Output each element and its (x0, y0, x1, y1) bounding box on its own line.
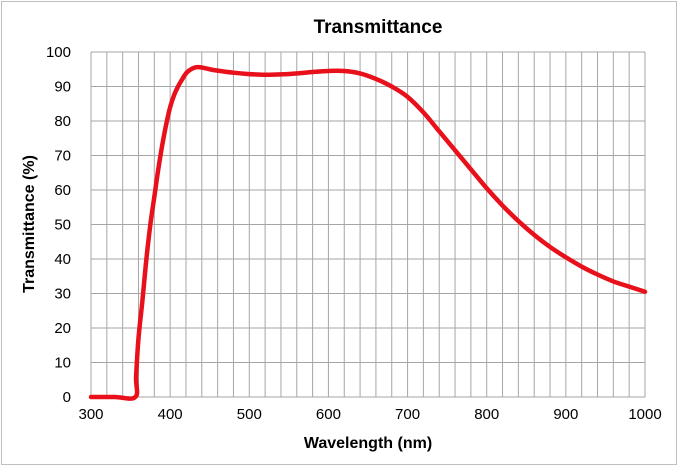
x-tick-label: 900 (553, 406, 578, 423)
tick-labels: 300 400 500 600 700 800 900 1000 0 10 20 30 40 50 60 70… (46, 44, 662, 423)
x-tick-label: 700 (395, 406, 420, 423)
y-tick-label: 100 (46, 44, 71, 61)
y-tick-label: 30 (54, 286, 71, 303)
y-tick-label: 90 (54, 79, 71, 96)
y-tick-label: 20 (54, 320, 71, 337)
grid (90, 51, 646, 398)
y-tick-label: 80 (54, 113, 71, 130)
y-axis-label: Transmittance (%) (21, 155, 38, 293)
series-layer (88, 64, 648, 401)
x-axis-label: Wavelength (nm) (304, 435, 432, 452)
x-tick-label: 400 (158, 406, 183, 423)
y-tick-label: 0 (63, 389, 71, 406)
x-tick-label: 800 (474, 406, 499, 423)
chart-title: Transmittance (314, 17, 443, 38)
x-tick-label: 1000 (628, 406, 661, 423)
transmittance-series-line (88, 64, 648, 401)
x-tick-label: 500 (237, 406, 262, 423)
x-tick-label: 600 (316, 406, 341, 423)
y-tick-label: 50 (54, 217, 71, 234)
y-tick-label: 70 (54, 148, 71, 165)
x-tick-label: 300 (78, 406, 103, 423)
y-tick-label: 40 (54, 251, 71, 268)
y-tick-label: 60 (54, 182, 71, 199)
y-tick-label: 10 (54, 355, 71, 372)
